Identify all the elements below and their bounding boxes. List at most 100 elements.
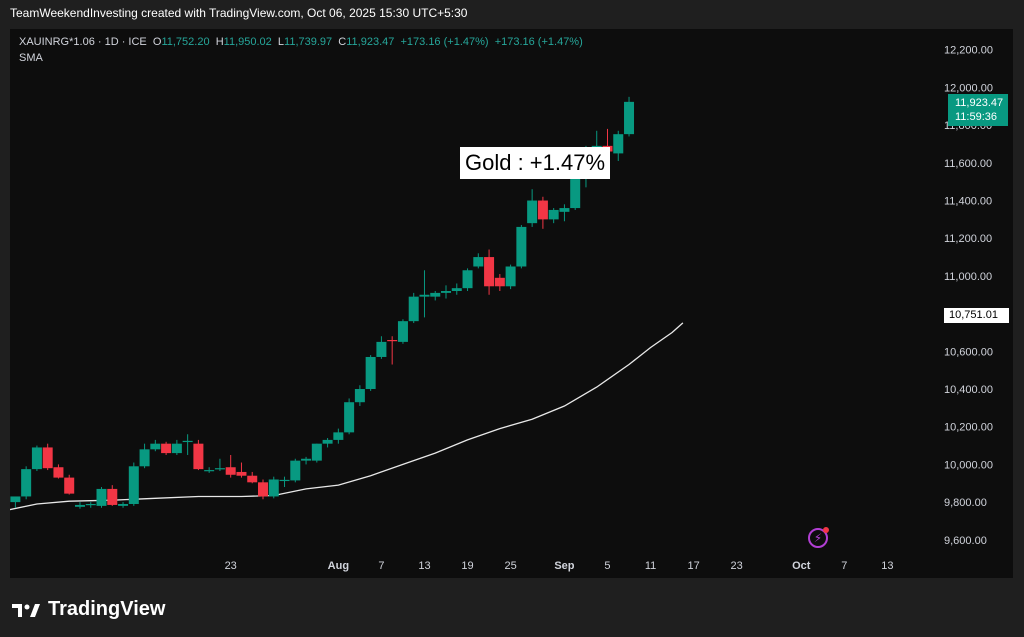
x-tick-label: 23 [225, 560, 237, 572]
candle-body [193, 443, 204, 470]
candle-body [53, 467, 64, 478]
y-tick-label: 12,000.00 [944, 82, 993, 94]
y-tick-label: 10,200.00 [944, 422, 993, 434]
candle-body [236, 471, 247, 476]
y-tick-label: 9,600.00 [944, 535, 987, 547]
high-value: 11,950.02 [223, 36, 272, 48]
footer-brand: TradingView [48, 598, 166, 620]
candle-body [537, 200, 548, 220]
candle-body [85, 503, 96, 506]
flash-icon[interactable]: ⚡ [808, 527, 829, 548]
candle-body [548, 209, 559, 220]
candle-body [376, 341, 387, 357]
candle-body [322, 439, 333, 444]
last-price: 11,923.47 [955, 97, 1004, 109]
y-tick-label: 11,800.00 [944, 120, 992, 132]
candle-body [527, 200, 538, 224]
candle-body [624, 101, 635, 135]
candle-body [408, 296, 419, 322]
change-value: +173.16 (+1.47%) [400, 36, 489, 48]
candle-body [42, 447, 53, 469]
candle-body [494, 277, 505, 287]
candle-body [64, 477, 75, 494]
candle-body [301, 458, 312, 461]
candle-body [139, 449, 150, 467]
chart-header-text: TeamWeekendInvesting created with Tradin… [10, 6, 468, 20]
x-tick-label: 23 [731, 560, 743, 572]
candle-body [21, 469, 32, 497]
x-tick-label: Aug [328, 560, 349, 572]
candle-body [10, 496, 21, 503]
candle-body [225, 467, 236, 475]
candle-body [128, 466, 139, 504]
x-tick-label: 11 [645, 560, 656, 572]
candle-body [613, 134, 624, 154]
candle-body [333, 432, 344, 440]
open-value: 11,752.20 [161, 36, 210, 48]
candle-body [387, 340, 398, 342]
candle-body [505, 266, 516, 287]
price-chart[interactable]: 9,600.00 9,800.00 10,000.00 10,200.00 10,400… [10, 29, 1013, 578]
candle-body [279, 479, 290, 482]
y-tick-label: 9,800.00 [944, 497, 987, 509]
bar-countdown: 11:59:36 [955, 111, 998, 123]
x-tick-label: 13 [881, 560, 893, 572]
candle-body [107, 488, 118, 505]
tradingview-logo[interactable]: TradingView [12, 598, 165, 621]
candle-body [397, 321, 408, 342]
candle-body [484, 257, 495, 287]
candle-body [257, 482, 268, 497]
candle-body [247, 475, 258, 483]
y-tick-label: 10,000.00 [944, 459, 993, 471]
y-tick-label: 10,600.00 [944, 346, 993, 358]
tradingview-logo-icon [12, 603, 40, 617]
y-tick-label: 10,400.00 [944, 384, 993, 396]
sma-indicator-label[interactable]: SMA [19, 52, 43, 64]
x-tick-label: 25 [504, 560, 516, 572]
candle-body [290, 460, 301, 481]
candle-body [204, 470, 215, 472]
chart-area[interactable]: 9,600.00 9,800.00 10,000.00 10,200.00 10,400… [10, 29, 1013, 578]
candle-body [74, 504, 85, 507]
candle-body [354, 389, 365, 403]
x-tick-label: 5 [604, 560, 610, 572]
candle-body [419, 294, 430, 297]
high-label: H [215, 36, 224, 48]
x-tick-label: Oct [792, 560, 811, 572]
ohlc-legend: XAUINRG*1.06 · 1D · ICE O11,752.20 H11,9… [19, 36, 583, 48]
candle-body [311, 443, 322, 461]
close-value: 11,923.47 [346, 36, 395, 48]
open-label: O [152, 36, 162, 48]
candle-body [516, 226, 527, 267]
x-tick-label: 17 [687, 560, 699, 572]
notification-dot [823, 527, 829, 533]
y-tick-label: 11,200.00 [944, 233, 992, 245]
low-value: 11,739.97 [284, 36, 333, 48]
symbol-label[interactable]: XAUINRG*1.06 · 1D · ICE [19, 36, 147, 48]
change-value-2: +173.16 (+1.47%) [494, 36, 583, 48]
candle-body [365, 356, 376, 390]
y-tick-label: 11,000.00 [944, 271, 992, 283]
candle-body [96, 488, 107, 506]
candle-body [570, 164, 581, 209]
candle-body [171, 443, 182, 454]
y-tick-label: 11,400.00 [944, 196, 992, 208]
last-price-tag: 11,923.47 11:59:36 [948, 94, 1008, 126]
candle-body [268, 479, 279, 497]
candle-body [344, 402, 355, 433]
y-tick-label: 12,200.00 [944, 45, 993, 57]
candle-body [451, 288, 462, 291]
low-label: L [277, 36, 285, 48]
candle-body [161, 443, 172, 454]
candle-body [441, 291, 452, 293]
candle-body [430, 292, 441, 297]
candle-body [214, 468, 225, 470]
candle-body [150, 443, 161, 450]
candle-body [31, 447, 42, 470]
gold-annotation[interactable]: Gold : +1.47% [460, 147, 611, 179]
sma-value-tag: 10,751.01 [944, 308, 1009, 323]
candle-body [473, 257, 484, 267]
candle-body [462, 270, 473, 289]
x-tick-label: 19 [461, 560, 473, 572]
x-tick-label: Sep [554, 560, 574, 572]
